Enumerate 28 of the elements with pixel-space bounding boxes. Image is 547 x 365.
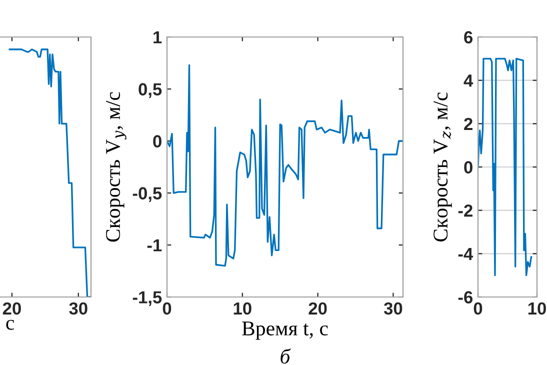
x-tick-label: 10 (234, 302, 252, 315)
y-tick-label: 0 (153, 135, 162, 148)
y-tick-label: 4 (464, 74, 474, 87)
x-tick-label: 30 (69, 302, 88, 315)
y-tick-label: -0,5 (132, 187, 162, 202)
y-tick-label: 6 (464, 31, 473, 44)
y-axis-title: Скорость V$_{z}$, м/с (434, 92, 452, 242)
y-tick-label: -1 (147, 239, 162, 252)
y-tick-label: -6 (458, 291, 473, 304)
x-tick-label: 0 (474, 302, 482, 315)
x-tick-label: 10 (528, 302, 546, 315)
x-axis-title: Время t, с (242, 322, 328, 340)
y-tick-label: -2 (458, 204, 472, 217)
y-tick-label: 0 (464, 161, 472, 174)
x-tick-label: 0 (162, 302, 172, 315)
y-axis-title: Скорость V$_{y}$, м/с (106, 92, 126, 242)
y-tick-label: 0,5 (138, 83, 162, 98)
x-axis-title: с (6, 320, 14, 330)
y-tick-label: -1,5 (132, 291, 162, 306)
text: б (280, 348, 291, 364)
y-tick-label: -4 (458, 248, 474, 260)
line-series (167, 64, 403, 267)
y-tick-label: 1 (154, 31, 162, 44)
x-tick-label: 20 (2, 302, 21, 315)
x-tick-label: 20 (308, 302, 327, 315)
line-series (478, 58, 532, 276)
x-tick-label: 30 (384, 302, 402, 315)
y-tick-label: 2 (464, 118, 472, 130)
